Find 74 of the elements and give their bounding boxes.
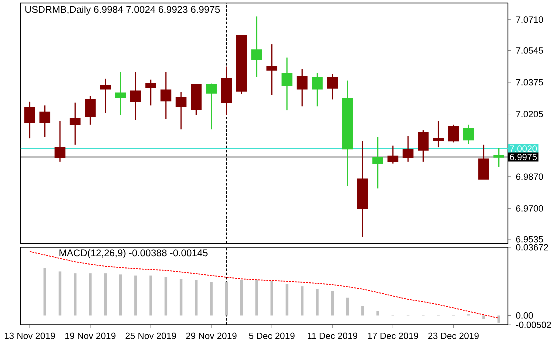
y-tick-label: 0.00: [516, 312, 534, 320]
candlestick: [40, 105, 51, 138]
chart-title: MACD(12,26,9) -0.00388 -0.00145: [60, 250, 208, 259]
bar: [134, 276, 138, 316]
x-tick-label: 11 Dec 2019: [308, 333, 358, 340]
bar: [74, 274, 77, 316]
bar: [210, 282, 213, 316]
x-tick-label: 29 Nov 2019: [186, 333, 237, 340]
bar: [346, 298, 350, 316]
candlestick: [24, 102, 36, 140]
y-tick-label: 7.0710: [516, 16, 544, 24]
bar: [498, 316, 500, 324]
bar: [44, 268, 46, 316]
ref-line-label: 7.0020: [510, 146, 538, 152]
y-tick-label: 7.0205: [516, 111, 544, 118]
x-tick-label: 5 Dec 2019: [249, 333, 295, 340]
bar: [482, 316, 486, 320]
x-tick-label: 23 Dec 2019: [428, 333, 479, 340]
candlestick: [402, 136, 414, 163]
candlestick: [54, 120, 66, 163]
candlestick: [312, 72, 323, 108]
candlestick: [327, 74, 338, 100]
y-tick-label: 6.9535: [516, 236, 544, 243]
y-tick-label: 6.9700: [516, 206, 544, 212]
bar: [164, 278, 168, 316]
chart-title: USDRMB,Daily 6.9984 7.0024 6.9923 6.9975: [26, 6, 220, 16]
bar: [104, 274, 107, 316]
bar: [195, 280, 198, 316]
y-tick-label: 6.9870: [516, 174, 544, 180]
candlestick: [100, 78, 112, 114]
candlestick: [221, 66, 232, 116]
candlestick: [85, 96, 96, 126]
x-tick-label: 17 Dec 2019: [368, 333, 418, 340]
candlestick: [296, 69, 308, 108]
y-tick-label: 7.0545: [516, 48, 544, 54]
candlestick: [388, 145, 399, 165]
bar: [316, 290, 319, 316]
bar: [58, 272, 62, 316]
candlestick: [70, 102, 81, 146]
bar: [331, 291, 334, 316]
candlestick: [433, 120, 444, 148]
y-tick-label: -0.00502: [516, 322, 552, 328]
x-tick-label: 13 Nov 2019: [5, 333, 56, 340]
x-tick-label: 25 Nov 2019: [126, 333, 176, 340]
y-tick-label: 0.03672: [516, 244, 548, 251]
bar: [180, 279, 183, 316]
bar: [270, 281, 274, 316]
bar: [150, 276, 152, 316]
x-tick-label: 19 Nov 2019: [66, 333, 116, 340]
candlestick: [494, 148, 505, 168]
bar: [301, 286, 304, 316]
candlestick: [418, 130, 429, 163]
bar: [119, 274, 122, 316]
candlestick: [448, 124, 460, 144]
candlestick: [176, 92, 187, 130]
bar: [286, 284, 289, 316]
bar: [256, 280, 258, 316]
ref-line-label: 6.9975: [510, 154, 538, 161]
candlestick: [478, 144, 490, 180]
candlestick: [282, 57, 293, 112]
candlestick: [463, 124, 474, 145]
y-tick-label: 7.0375: [516, 80, 544, 86]
candlestick: [372, 136, 384, 190]
candlestick: [206, 83, 217, 130]
candlestick: [160, 72, 172, 120]
bar: [89, 274, 92, 316]
candlestick: [252, 16, 262, 78]
candlestick: [130, 72, 142, 121]
bar: [376, 311, 380, 316]
candlestick: [115, 72, 126, 116]
candlestick: [146, 79, 156, 106]
candlestick: [266, 44, 278, 96]
bar: [362, 306, 364, 316]
bar: [240, 280, 244, 316]
